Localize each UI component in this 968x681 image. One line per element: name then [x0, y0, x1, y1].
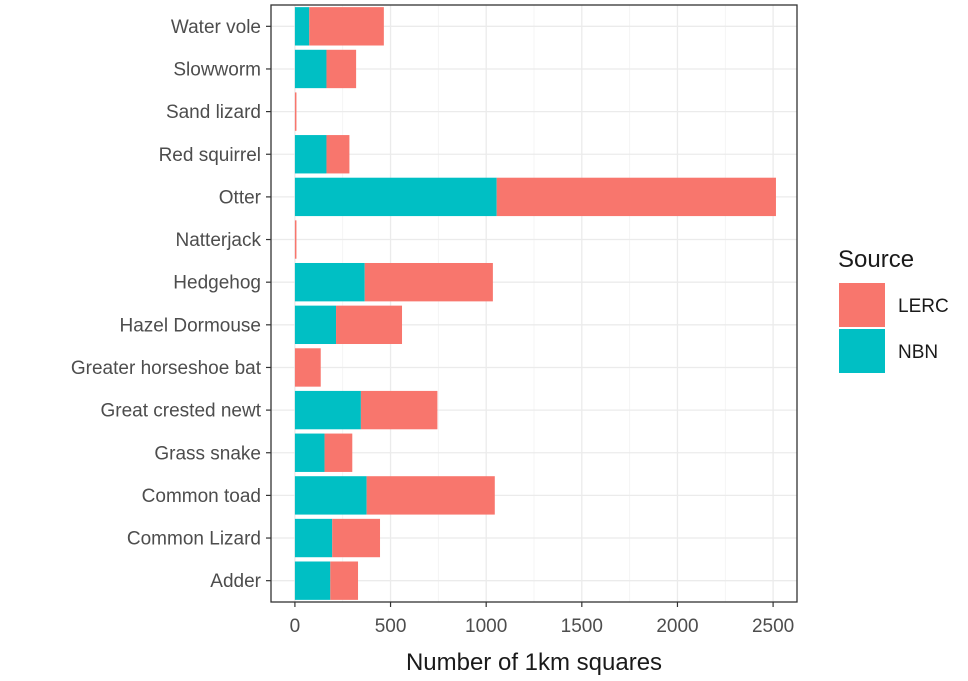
bar-lerc-slowworm	[326, 49, 357, 89]
y-tick-label: Greater horseshoe bat	[71, 358, 262, 379]
x-tick-label: 2000	[656, 616, 698, 637]
bar-nbn-common-lizard	[294, 518, 333, 558]
legend-label-nbn: NBN	[898, 342, 938, 363]
bar-lerc-sand-lizard	[294, 92, 297, 131]
bar-nbn-hedgehog	[294, 262, 365, 302]
x-axis: 0 500 1000 1500 2000 2500	[290, 602, 794, 637]
y-tick-label: Common Lizard	[127, 529, 261, 550]
bar-nbn-grass-snake	[294, 433, 325, 472]
x-tick-label: 1500	[561, 616, 603, 637]
bar-lerc-grass-snake	[324, 433, 353, 472]
plot-panel-border	[270, 4, 798, 603]
y-tick-label: Hedgehog	[173, 273, 261, 294]
legend-label-lerc: LERC	[898, 296, 949, 317]
y-tick-label: Red squirrel	[159, 145, 261, 166]
bar-lerc-natterjack	[294, 220, 297, 259]
y-tick-label: Great crested newt	[100, 401, 261, 422]
bar-lerc-common-toad	[366, 476, 495, 515]
bar-lerc-hazel-dormouse	[336, 305, 403, 345]
bar-lerc-greater-horseshoe-bat	[294, 348, 321, 387]
bar-nbn-red-squirrel	[294, 135, 327, 174]
legend-key-nbn	[839, 329, 885, 373]
bar-lerc-red-squirrel	[326, 135, 350, 174]
y-tick-label: Otter	[219, 187, 262, 208]
x-tick-label: 0	[290, 616, 301, 637]
x-tick-label: 2500	[752, 616, 794, 637]
bar-nbn-great-crested-newt	[294, 390, 361, 430]
y-tick-label: Grass snake	[154, 443, 261, 464]
bar-nbn-slowworm	[294, 49, 327, 89]
bar-lerc-common-lizard	[332, 518, 381, 558]
y-tick-label: Natterjack	[175, 230, 261, 251]
bar-nbn-common-toad	[294, 476, 367, 515]
x-tick-label: 500	[375, 616, 407, 637]
bars	[294, 7, 776, 600]
y-tick-label: Slowworm	[173, 59, 261, 80]
y-tick-label: Hazel Dormouse	[120, 315, 262, 336]
x-tick-label: 1000	[465, 616, 507, 637]
bar-lerc-water-vole	[309, 7, 384, 46]
bar-nbn-otter	[294, 177, 497, 217]
legend-key-lerc	[839, 283, 885, 327]
grid-lines	[271, 5, 797, 602]
y-tick-label: Sand lizard	[166, 102, 261, 123]
bar-nbn-adder	[294, 561, 331, 600]
y-tick-label: Adder	[210, 571, 261, 592]
y-tick-label: Common toad	[142, 486, 261, 507]
x-axis-title: Number of 1km squares	[406, 649, 662, 676]
bar-nbn-water-vole	[294, 7, 310, 46]
bar-lerc-great-crested-newt	[360, 390, 438, 430]
bar-lerc-adder	[330, 561, 359, 600]
y-tick-label: Water vole	[171, 17, 261, 38]
bar-nbn-hazel-dormouse	[294, 305, 337, 345]
legend-title: Source	[838, 246, 914, 273]
bar-lerc-otter	[496, 177, 776, 217]
legend-items: LERC NBN	[839, 283, 949, 373]
legend: Source LERC NBN	[838, 246, 949, 373]
bar-lerc-hedgehog	[364, 262, 493, 302]
y-axis: Adder Common Lizard Common toad Grass snake…	[71, 17, 271, 592]
